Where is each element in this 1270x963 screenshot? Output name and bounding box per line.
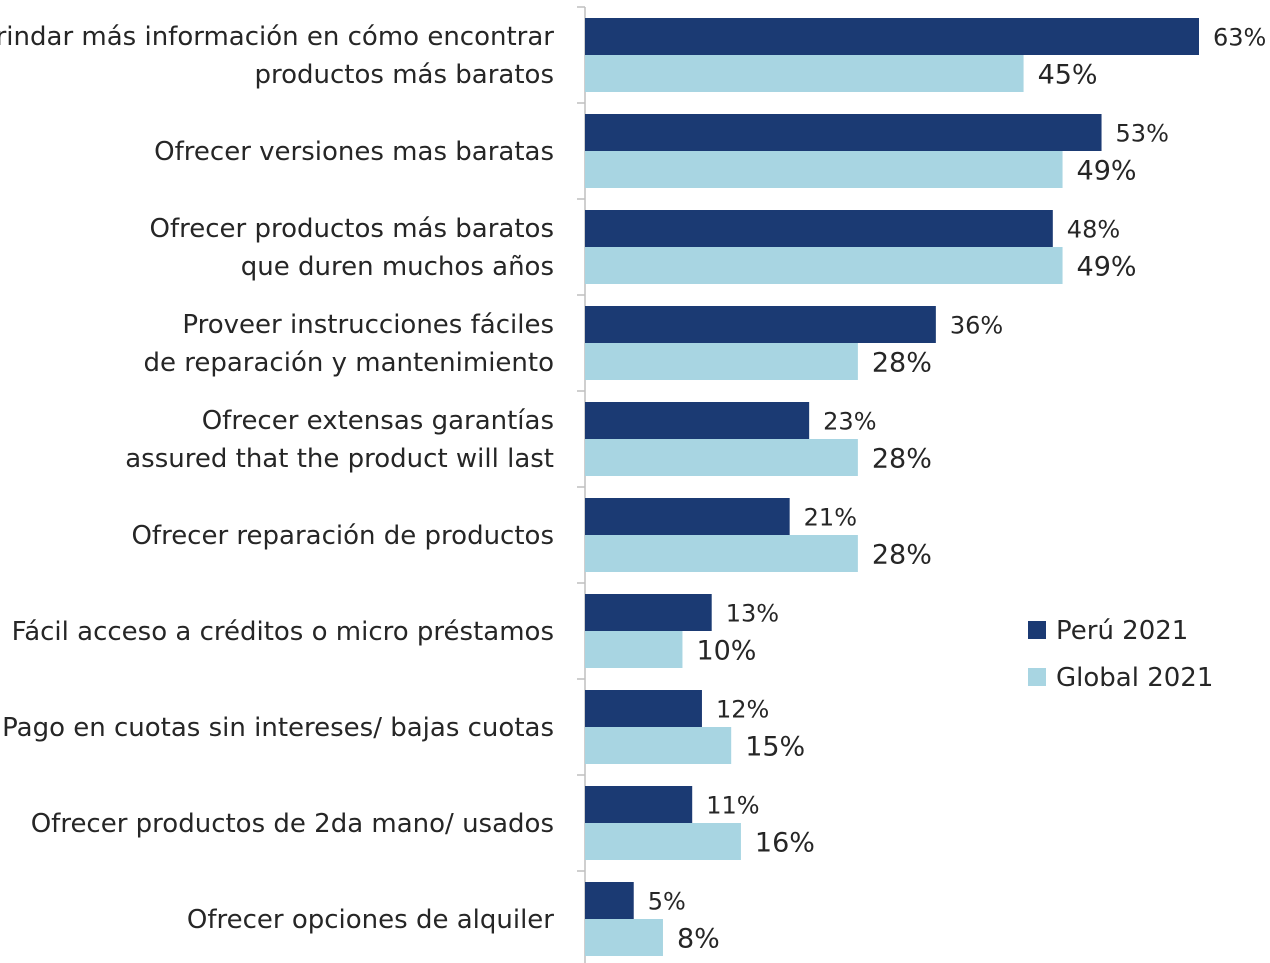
data-label-peru: 48% [1067, 216, 1120, 244]
bar-global [585, 919, 663, 956]
bar-global [585, 55, 1024, 92]
legend-label-peru: Perú 2021 [1056, 616, 1188, 646]
bar-global [585, 727, 732, 764]
data-labels: 63% 45% 53% 49% 48% 49% 36% 28% 23% 28% 21% 28% 13% 1… [648, 24, 1267, 955]
legend: Perú 2021 Global 2021 [1028, 616, 1213, 693]
data-label-global: 49% [1077, 252, 1137, 283]
category-label: Ofrecer productos de 2da mano/ usados [31, 809, 554, 839]
bar-peru [585, 594, 712, 631]
category-label: Fácil acceso a créditos o micro préstamo… [12, 617, 554, 647]
data-label-peru: 5% [648, 888, 686, 916]
legend-label-global: Global 2021 [1056, 663, 1213, 693]
category-labels: Brindar más información en cómo encontra… [0, 22, 554, 935]
data-label-global: 8% [677, 924, 720, 955]
bar-global [585, 823, 741, 860]
bar-global [585, 631, 683, 668]
data-label-peru: 12% [716, 696, 769, 724]
bar-peru [585, 306, 936, 343]
category-label: Ofrecer productos más baratos [150, 214, 554, 244]
bar-peru [585, 402, 810, 439]
bar-peru [585, 786, 693, 823]
data-label-global: 28% [872, 540, 932, 571]
category-label: Ofrecer extensas garantías [202, 406, 554, 436]
data-label-global: 28% [872, 348, 932, 379]
bar-peru [585, 114, 1102, 151]
category-label: de reparación y mantenimiento [143, 348, 554, 378]
data-label-peru: 53% [1116, 120, 1169, 148]
data-label-global: 10% [696, 636, 756, 667]
data-label-peru: 21% [804, 504, 857, 532]
data-label-global: 49% [1077, 156, 1137, 187]
legend-swatch-global [1028, 668, 1046, 686]
data-label-peru: 23% [823, 408, 876, 436]
bar-peru [585, 690, 702, 727]
bar-peru [585, 18, 1199, 55]
category-label: Ofrecer reparación de productos [131, 521, 554, 551]
bar-global [585, 343, 858, 380]
data-label-global: 15% [745, 732, 805, 763]
bars [585, 18, 1199, 956]
data-label-global: 16% [755, 828, 815, 859]
category-label: productos más baratos [255, 60, 555, 90]
data-label-peru: 13% [726, 600, 779, 628]
category-label: Proveer instrucciones fáciles [182, 310, 554, 340]
bar-peru [585, 498, 790, 535]
bar-global [585, 247, 1063, 284]
bar-peru [585, 882, 634, 919]
data-label-global: 28% [872, 444, 932, 475]
bar-global [585, 151, 1063, 188]
bar-global [585, 535, 858, 572]
data-label-peru: 36% [950, 312, 1003, 340]
legend-swatch-peru [1028, 621, 1046, 639]
data-label-peru: 11% [706, 792, 759, 820]
category-label: Ofrecer opciones de alquiler [187, 905, 554, 935]
bar-global [585, 439, 858, 476]
category-axis [577, 6, 586, 963]
category-label: que duren muchos años [241, 252, 554, 282]
bar-peru [585, 210, 1053, 247]
category-label: Pago en cuotas sin intereses/ bajas cuot… [2, 713, 554, 743]
data-label-peru: 63% [1213, 24, 1266, 52]
category-label: assured that the product will last [125, 444, 554, 474]
category-label: Brindar más información en cómo encontra… [0, 22, 554, 52]
data-label-global: 45% [1038, 60, 1098, 91]
category-label: Ofrecer versiones mas baratas [154, 137, 554, 167]
